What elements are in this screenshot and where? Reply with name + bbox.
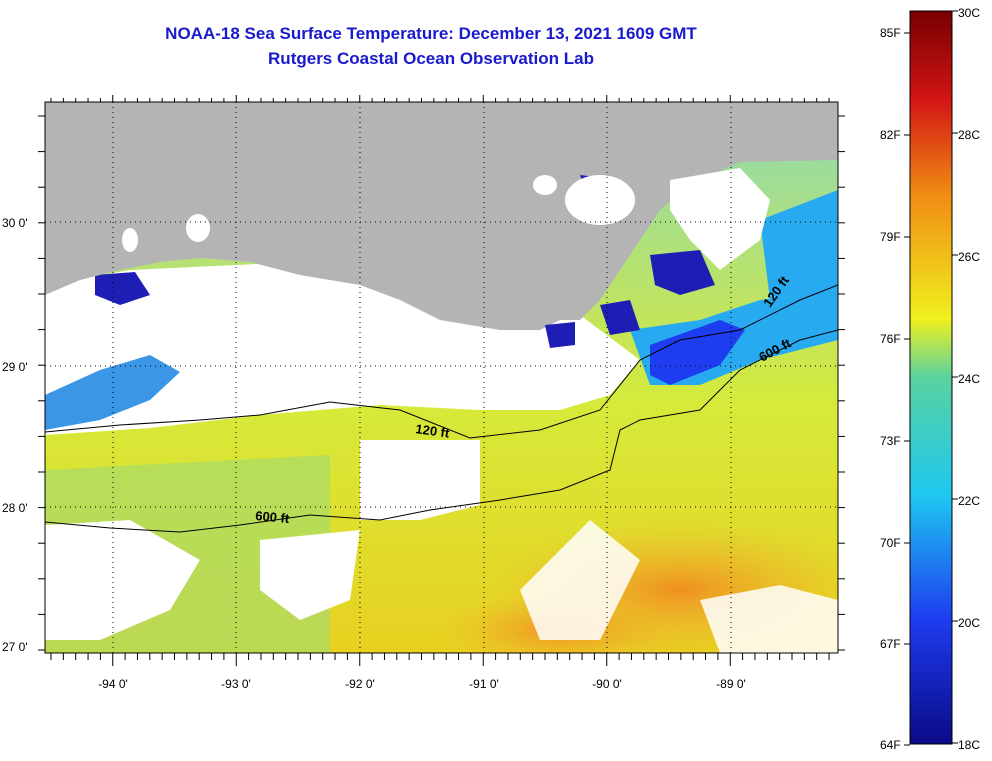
map-area [45, 102, 838, 653]
celsius-label: 22C [958, 494, 980, 508]
inland-water [545, 322, 575, 348]
cloud-cover-southwest [45, 520, 200, 640]
cloud-over-land [186, 214, 210, 242]
fahrenheit-label: 73F [880, 434, 901, 448]
cloud-cover-southeast [700, 585, 838, 653]
cloud-cover-southeast [520, 520, 640, 640]
cloud-cover-south [260, 530, 360, 620]
cloud-over-land [565, 175, 635, 225]
contour-600ft [45, 329, 838, 533]
lon-label: -89 0' [716, 677, 746, 691]
graticule [45, 102, 838, 653]
lon-label: -90 0' [592, 677, 622, 691]
lon-label: -94 0' [98, 677, 128, 691]
contour-label: 600 ft [255, 508, 291, 526]
celsius-label: 18C [958, 738, 980, 752]
cloud-over-land [122, 228, 138, 252]
celsius-label: 26C [958, 250, 980, 264]
celsius-label: 28C [958, 128, 980, 142]
map-border [44, 101, 839, 654]
lat-label: 30 0' [2, 216, 28, 230]
celsius-label: 30C [958, 6, 980, 20]
fahrenheit-label: 79F [880, 230, 901, 244]
inland-water [600, 300, 640, 335]
cloud-over-land [533, 175, 557, 195]
fahrenheit-label: 85F [880, 26, 901, 40]
lat-label: 27 0' [2, 640, 28, 654]
cold-water-plume-core [650, 320, 745, 385]
contour-label: 120 ft [415, 421, 451, 441]
celsius-label: 24C [958, 372, 980, 386]
cloud-over-land [670, 168, 770, 270]
color-scale-bar [909, 10, 953, 745]
fahrenheit-label: 67F [880, 637, 901, 651]
cold-water-plume-east [760, 190, 838, 300]
lon-label: -92 0' [345, 677, 375, 691]
fahrenheit-label: 82F [880, 128, 901, 142]
map-subtitle: Rutgers Coastal Ocean Observation Lab [268, 49, 594, 68]
celsius-label: 20C [958, 616, 980, 630]
map-title: NOAA-18 Sea Surface Temperature: Decembe… [165, 24, 697, 43]
contour-120ft [45, 284, 838, 439]
fahrenheit-label: 64F [880, 738, 901, 752]
cloud-cover-central [360, 440, 480, 520]
colorbar-ticks [904, 10, 958, 746]
inland-water [650, 250, 715, 295]
land-mass [45, 102, 838, 330]
axis-ticks [38, 95, 845, 666]
lat-label: 28 0' [2, 501, 28, 515]
lon-label: -91 0' [469, 677, 499, 691]
lon-label: -93 0' [221, 677, 251, 691]
lat-label: 29 0' [2, 360, 28, 374]
cold-lake [95, 272, 150, 305]
fahrenheit-label: 70F [880, 536, 901, 550]
fahrenheit-label: 76F [880, 332, 901, 346]
